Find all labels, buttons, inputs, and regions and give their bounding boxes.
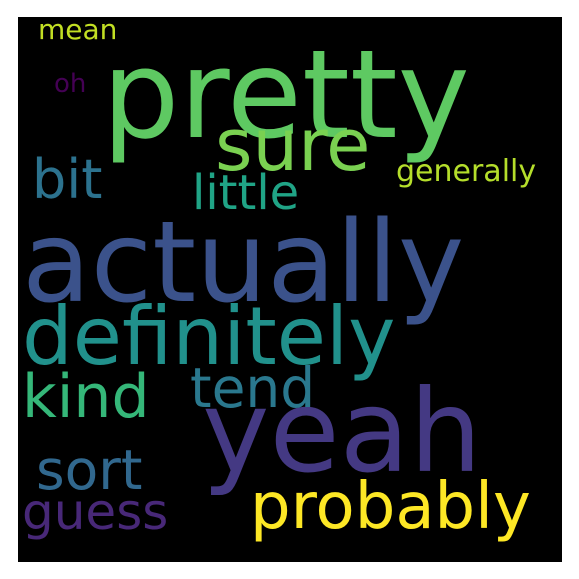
word-tend: tend (190, 356, 316, 420)
word-probably: probably (250, 470, 531, 544)
word-guess: guess (22, 483, 169, 541)
word-actually: actually (22, 198, 465, 328)
word-little: little (192, 165, 300, 221)
word-oh: oh (54, 69, 87, 99)
word-mean: mean (38, 17, 118, 46)
word-pretty: pretty (102, 24, 470, 166)
word-sort: sort (36, 438, 143, 502)
word-bit: bit (32, 148, 103, 211)
word-cloud: pretty actually yeah definitely sure pro… (18, 17, 562, 562)
word-sure: sure (215, 103, 371, 187)
word-yeah: yeah (202, 365, 482, 498)
word-generally: generally (396, 154, 537, 189)
word-definitely: definitely (22, 290, 396, 383)
word-kind: kind (22, 362, 150, 432)
